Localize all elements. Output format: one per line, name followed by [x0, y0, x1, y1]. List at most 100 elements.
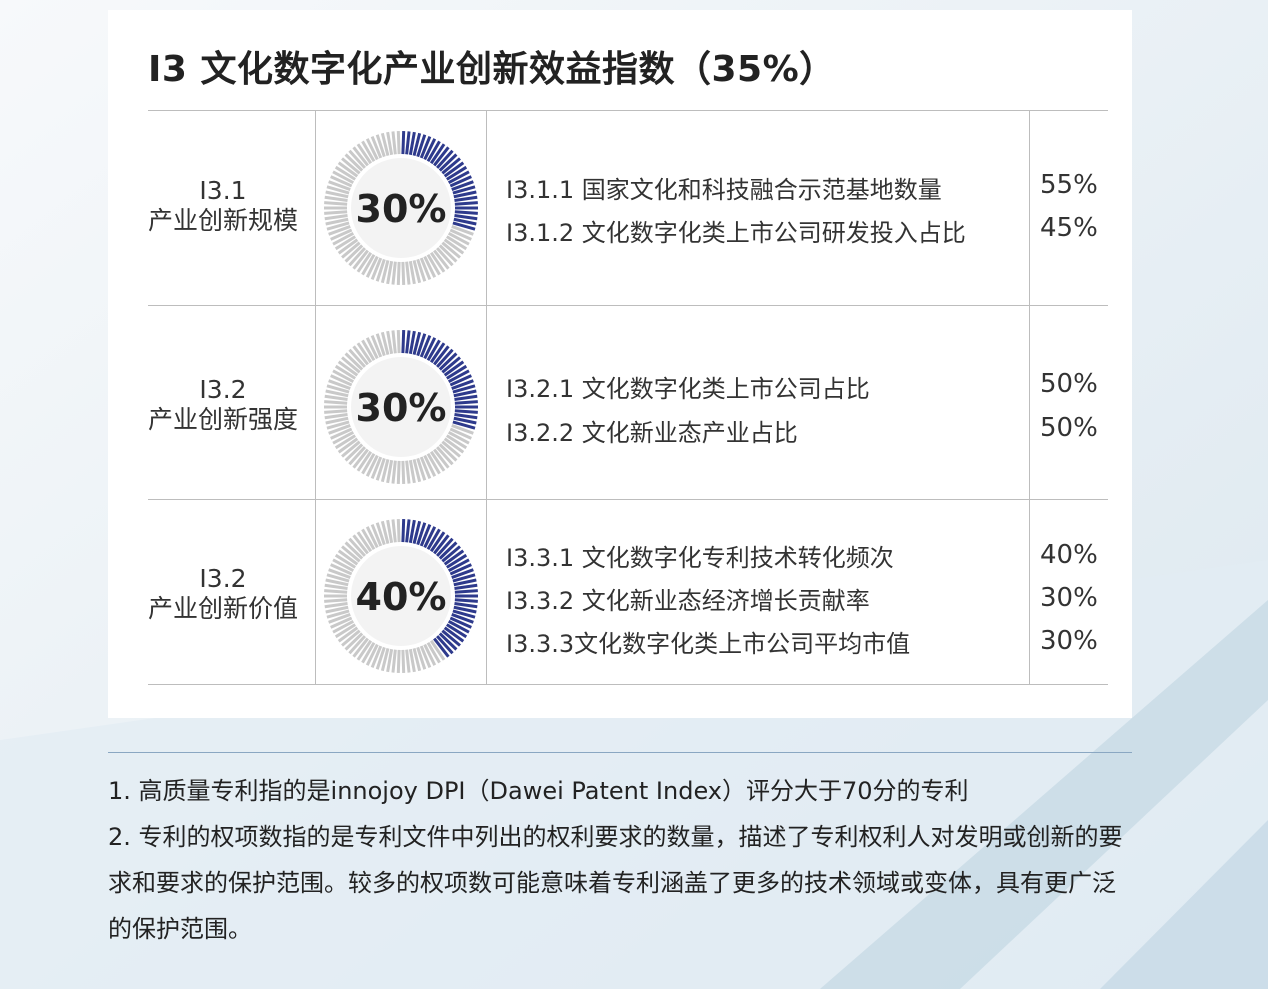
- donut-tick-empty: [380, 648, 390, 672]
- donut-tick-empty: [332, 620, 355, 634]
- donut-tick-empty: [341, 545, 361, 563]
- sub-indicator: I3.3.3文化数字化类上市公司平均市值: [506, 630, 911, 658]
- row-label: I3.2 产业创新强度: [138, 375, 308, 435]
- donut-tick-filled: [454, 195, 478, 202]
- donut-tick-empty: [416, 457, 427, 481]
- donut-tick-filled: [443, 626, 465, 643]
- donut-tick-empty: [408, 648, 416, 673]
- donut-tick-empty: [423, 454, 437, 477]
- donut-tick-empty: [361, 453, 376, 475]
- donut-tick-empty: [451, 424, 474, 435]
- row-code: I3.2: [199, 564, 247, 593]
- donut-tick-empty: [326, 384, 350, 394]
- donut-tick-empty: [337, 161, 359, 178]
- donut-tick-empty: [412, 648, 422, 672]
- donut-tick-filled: [423, 337, 437, 360]
- donut-tick-empty: [332, 232, 355, 246]
- donut-tick-empty: [352, 249, 369, 270]
- donut-tick-empty: [375, 333, 386, 357]
- donut-tick-empty: [356, 531, 373, 553]
- donut-tick-empty: [412, 260, 422, 284]
- donut-tick-filled: [454, 394, 478, 401]
- donut-tick-filled: [423, 526, 437, 549]
- donut-tick-empty: [386, 260, 394, 285]
- donut-tick-filled: [451, 180, 474, 191]
- donut-tick-filled: [454, 413, 478, 420]
- donut-tick-filled: [452, 609, 476, 619]
- donut-tick-empty: [419, 257, 432, 280]
- donut-tick-empty: [334, 235, 357, 251]
- donut-tick-filled: [405, 131, 411, 155]
- footnotes: 1. 高质量专利指的是innojoy DPI（Dawei Patent Inde…: [108, 768, 1138, 952]
- donut-tick-filled: [445, 165, 468, 181]
- donut-tick-filled: [452, 384, 476, 394]
- donut-tick-filled: [447, 170, 470, 184]
- donut-tick-empty: [328, 568, 351, 579]
- donut-tick-empty: [396, 518, 401, 543]
- donut-tick-empty: [334, 165, 357, 181]
- sub-indicator: I3.2.2 文化新业态产业占比: [506, 419, 798, 447]
- donut-tick-filled: [426, 528, 441, 550]
- donut-tick-empty: [325, 217, 349, 226]
- weight-value: 55%: [1040, 170, 1098, 200]
- donut-tick-empty: [449, 228, 472, 241]
- donut-tick-filled: [445, 623, 468, 639]
- donut-tick-empty: [352, 146, 369, 167]
- donut-tick-empty: [356, 639, 373, 661]
- donut-tick-filled: [433, 637, 450, 658]
- column-divider: [486, 111, 487, 684]
- donut-tick-empty: [328, 613, 351, 624]
- donut-value-label: 30%: [356, 386, 447, 430]
- donut-tick-empty: [325, 416, 349, 425]
- donut-tick-filled: [449, 175, 472, 188]
- weight-value: 50%: [1040, 369, 1098, 399]
- donut-tick-empty: [337, 437, 359, 454]
- donut-tick-filled: [451, 613, 474, 624]
- donut-tick-filled: [453, 578, 477, 587]
- donut-tick-filled: [449, 374, 472, 387]
- page-title: I3 文化数字化产业创新效益指数（35%）: [148, 49, 836, 90]
- divider: [148, 684, 1108, 685]
- donut-tick-filled: [419, 335, 432, 358]
- donut-tick-empty: [341, 157, 361, 175]
- donut-tick-empty: [405, 649, 411, 673]
- donut-tick-empty: [426, 453, 441, 475]
- donut-tick-filled: [453, 190, 477, 199]
- donut-tick-filled: [443, 360, 465, 377]
- index-card: I3 文化数字化产业创新效益指数（35%） I3.1 产业创新规模 30% I3…: [108, 10, 1132, 718]
- donut-tick-empty: [419, 645, 432, 668]
- donut-tick-filled: [436, 149, 454, 169]
- donut-tick-empty: [348, 348, 366, 368]
- donut-tick-empty: [370, 257, 383, 280]
- sub-indicator: I3.3.2 文化新业态经济增长贡献率: [506, 587, 870, 615]
- donut-tick-filled: [416, 134, 427, 158]
- donut-chart: 40%: [324, 518, 478, 674]
- donut-tick-empty: [337, 360, 359, 377]
- donut-tick-empty: [344, 153, 364, 172]
- donut-tick-empty: [447, 232, 470, 246]
- donut-tick-filled: [412, 132, 422, 156]
- donut-tick-empty: [391, 649, 397, 673]
- donut-tick-filled: [401, 329, 406, 354]
- donut-tick-filled: [438, 541, 458, 560]
- donut-tick-filled: [453, 217, 477, 226]
- donut-center: [351, 546, 451, 646]
- donut-tick-empty: [334, 434, 357, 450]
- donut-tick-empty: [386, 330, 394, 355]
- donut-tick-empty: [326, 573, 350, 583]
- footnote-2: 2. 专利的权项数指的是专利文件中列出的权利要求的数量，描述了专利权利人对发明或…: [108, 823, 1123, 943]
- donut-tick-empty: [365, 255, 379, 278]
- donut-tick-filled: [441, 629, 461, 647]
- donut-tick-empty: [330, 563, 353, 576]
- donut-tick-empty: [337, 626, 359, 643]
- donut-tick-filled: [426, 140, 441, 162]
- donut-tick-empty: [325, 605, 349, 614]
- donut-center: [351, 357, 451, 457]
- donut-tick-empty: [423, 255, 437, 278]
- weight-value: 40%: [1040, 540, 1098, 570]
- donut-tick-empty: [361, 642, 376, 664]
- donut-tick-filled: [408, 131, 416, 156]
- donut-tick-filled: [451, 379, 474, 390]
- donut-tick-empty: [401, 460, 406, 485]
- donut-tick-filled: [438, 632, 458, 651]
